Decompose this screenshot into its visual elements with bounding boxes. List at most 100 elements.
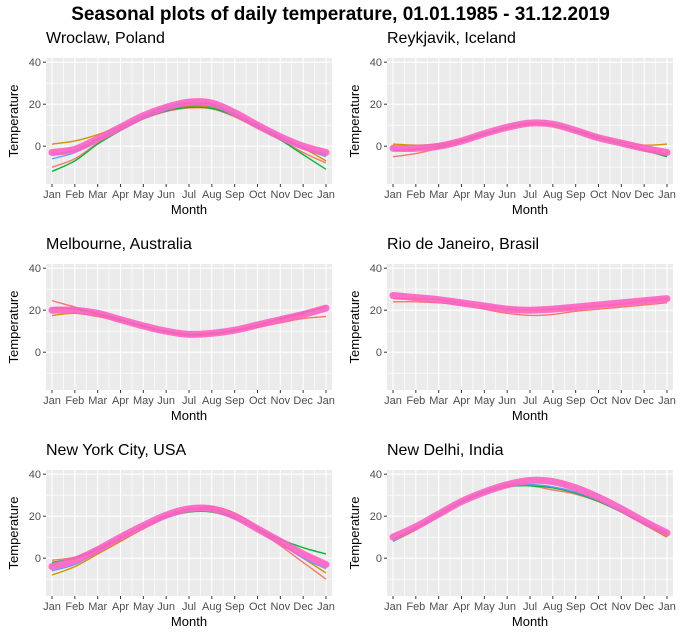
x-tick-label: Jan: [384, 189, 402, 201]
x-tick-label: Nov: [271, 601, 291, 613]
panel-melbourne: Melbourne, Australia Jan Feb Mar Apr May Jun J…: [0, 236, 336, 436]
x-tick-label: Jun: [157, 601, 175, 613]
x-axis-title: Month: [171, 408, 207, 423]
x-tick-label: Sep: [225, 189, 245, 201]
x-tick-label: Mar: [88, 189, 107, 201]
x-tick-label: Dec: [293, 601, 313, 613]
x-tick-label: Apr: [112, 601, 129, 613]
x-tick-label: Jul: [523, 395, 537, 407]
x-tick-label: Jul: [182, 189, 196, 201]
x-tick-label: Jan: [384, 395, 402, 407]
x-tick-label: Jan: [658, 601, 676, 613]
x-tick-label: Jul: [523, 601, 537, 613]
panel-title: New Delhi, India: [387, 442, 504, 459]
series-line-band: [389, 119, 671, 156]
x-tick-label: Aug: [543, 189, 563, 201]
x-tick-label: Feb: [406, 189, 425, 201]
y-tick-label: 20: [370, 305, 382, 317]
panel-title: New York City, USA: [46, 442, 187, 459]
plot-area-svg: Jan Feb Mar Apr May Jun Jul Aug Sep Oct Nov Dec Jan 0…: [347, 57, 676, 217]
y-axis-title: Temperature: [6, 497, 21, 570]
y-tick-label: 0: [376, 347, 382, 359]
x-tick-label: Aug: [543, 395, 563, 407]
x-axis-title: Month: [171, 614, 207, 629]
x-tick-label: Jun: [498, 189, 516, 201]
x-tick-label: Jan: [317, 189, 335, 201]
panel-new-delhi: New Delhi, India Jan Feb Mar Apr May Jun Jul Au…: [341, 442, 677, 642]
x-tick-label: Aug: [202, 189, 222, 201]
x-tick-label: Apr: [453, 189, 470, 201]
x-tick-label: May: [133, 189, 154, 201]
y-tick-label: 40: [370, 57, 382, 69]
x-tick-label: Jul: [182, 601, 196, 613]
x-axis-title: Month: [512, 408, 548, 423]
x-tick-label: Jul: [523, 189, 537, 201]
x-tick-label: Apr: [453, 395, 470, 407]
x-tick-label: Jun: [157, 189, 175, 201]
panel-title: Reykjavik, Iceland: [387, 30, 516, 47]
x-tick-label: Aug: [543, 601, 563, 613]
x-tick-label: Jul: [182, 395, 196, 407]
y-tick-label: 40: [370, 263, 382, 275]
main-title: Seasonal plots of daily temperature, 01.…: [71, 4, 610, 25]
y-tick-label: 40: [370, 469, 382, 481]
x-tick-label: Nov: [271, 189, 291, 201]
panel-new-york: New York City, USA Jan Feb Mar Apr May Jun Jul…: [0, 442, 336, 642]
x-axis-title: Month: [512, 614, 548, 629]
y-axis-title: Temperature: [347, 497, 362, 570]
x-tick-label: Jun: [498, 395, 516, 407]
x-tick-label: Jan: [658, 395, 676, 407]
plot-area-svg: Jan Feb Mar Apr May Jun Jul Aug Sep Oct Nov Dec Jan 0…: [347, 469, 676, 629]
series-line-band: [48, 304, 330, 338]
x-tick-label: Nov: [271, 395, 291, 407]
x-tick-label: Jan: [384, 601, 402, 613]
x-tick-label: Aug: [202, 395, 222, 407]
y-tick-label: 20: [370, 99, 382, 111]
x-tick-label: Mar: [88, 395, 107, 407]
x-tick-label: Oct: [249, 395, 266, 407]
y-tick-label: 0: [376, 141, 382, 153]
panel-title: Rio de Janeiro, Brasil: [387, 236, 540, 253]
y-tick-label: 20: [29, 99, 41, 111]
x-tick-label: May: [133, 601, 154, 613]
x-tick-label: Feb: [406, 601, 425, 613]
x-tick-label: Mar: [429, 601, 448, 613]
plot-area-svg: Jan Feb Mar Apr May Jun Jul Aug Sep Oct Nov Dec Jan 0…: [6, 57, 335, 217]
series-line-band: [389, 292, 671, 314]
panel-title: Wroclaw, Poland: [46, 30, 165, 47]
x-tick-label: Nov: [612, 601, 632, 613]
x-tick-label: May: [133, 395, 154, 407]
x-tick-label: Mar: [88, 601, 107, 613]
x-tick-label: Jan: [317, 601, 335, 613]
y-tick-label: 0: [35, 141, 41, 153]
x-tick-label: Jan: [317, 395, 335, 407]
x-axis-title: Month: [171, 202, 207, 217]
x-tick-label: Aug: [202, 601, 222, 613]
x-tick-label: Dec: [293, 395, 313, 407]
x-tick-label: Mar: [429, 189, 448, 201]
x-tick-label: Sep: [566, 189, 586, 201]
x-tick-label: Dec: [293, 189, 313, 201]
x-tick-label: Feb: [65, 601, 84, 613]
x-tick-label: May: [474, 395, 495, 407]
x-tick-label: Jan: [43, 395, 61, 407]
series-line-band: [48, 504, 330, 571]
x-tick-label: Jan: [658, 189, 676, 201]
panel-title: Melbourne, Australia: [46, 236, 192, 253]
x-tick-label: Jan: [43, 601, 61, 613]
x-tick-label: Jun: [157, 395, 175, 407]
x-axis-title: Month: [512, 202, 548, 217]
x-tick-label: Apr: [112, 395, 129, 407]
y-axis-title: Temperature: [6, 291, 21, 364]
series-line-band: [48, 98, 330, 156]
y-axis-title: Temperature: [347, 85, 362, 158]
x-tick-label: Dec: [634, 395, 654, 407]
x-tick-label: May: [474, 189, 495, 201]
plot-area-svg: Jan Feb Mar Apr May Jun Jul Aug Sep Oct Nov Dec Jan 0…: [6, 469, 335, 629]
x-tick-label: Apr: [112, 189, 129, 201]
x-tick-label: Sep: [566, 601, 586, 613]
plot-area-svg: Jan Feb Mar Apr May Jun Jul Aug Sep Oct Nov Dec Jan 0…: [347, 263, 676, 423]
y-axis-title: Temperature: [347, 291, 362, 364]
y-tick-label: 40: [29, 469, 41, 481]
